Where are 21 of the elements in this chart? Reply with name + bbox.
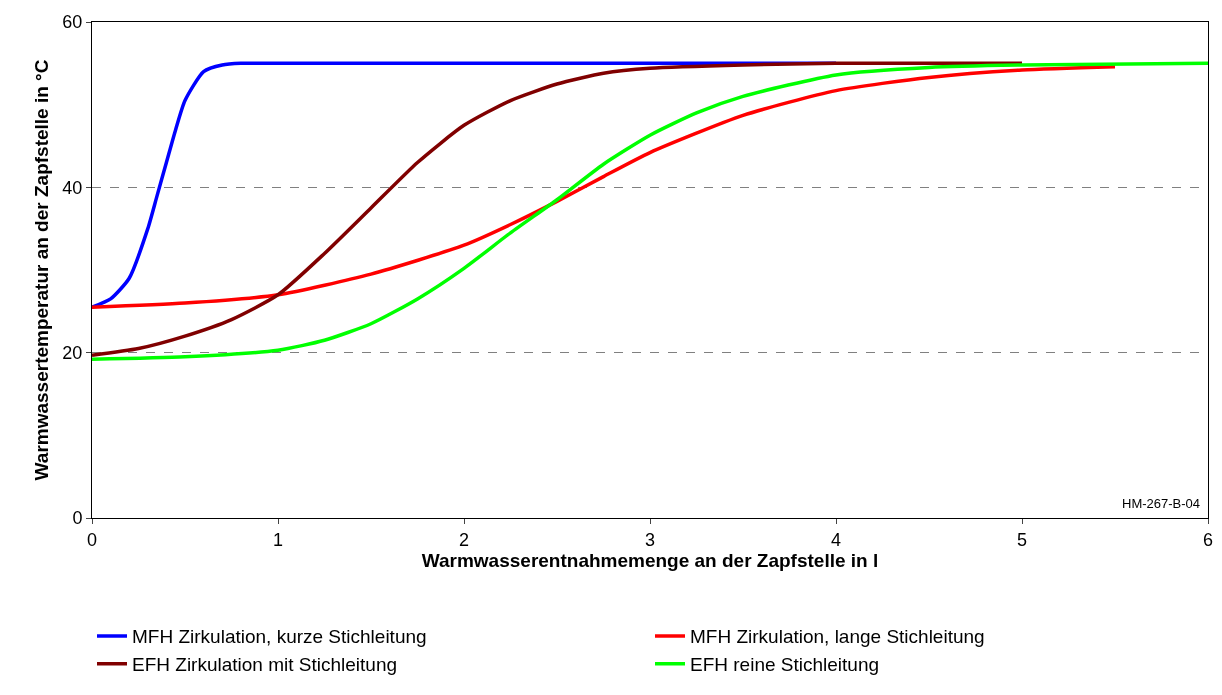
- x-tick-label: 4: [830, 529, 842, 550]
- x-tick-label: 2: [458, 529, 470, 550]
- line-series: [92, 61, 1024, 357]
- x-axis-title: Warmwasserentnahmemenge an der Zapfstelle in l: [421, 549, 879, 571]
- y-tick-label: 0: [72, 508, 83, 529]
- legend-label: EFH Zirkulation mit Stichleitung: [132, 654, 398, 676]
- y-tick-label: 20: [62, 342, 83, 363]
- x-tick-label: 5: [1016, 529, 1028, 550]
- y-tick-label: 60: [62, 12, 83, 33]
- y-tick-label: 40: [62, 177, 83, 198]
- x-tick-label: 0: [86, 529, 98, 550]
- legend-label: MFH Zirkulation, kurze Stichleitung: [132, 626, 427, 648]
- y-axis-title: Warmwassertemperatur an der Zapfstelle in °C: [31, 59, 53, 481]
- line-series: [92, 64, 1117, 309]
- legend-label: EFH reine Stichleitung: [690, 654, 880, 676]
- annotation: HM-267-B-04: [1122, 496, 1201, 511]
- x-tick-label: 1: [272, 529, 284, 550]
- legend-label: MFH Zirkulation, lange Stichleitung: [690, 626, 985, 648]
- line-series: [92, 61, 1208, 362]
- x-tick-label: 3: [644, 529, 656, 550]
- x-tick-label: 6: [1202, 529, 1214, 550]
